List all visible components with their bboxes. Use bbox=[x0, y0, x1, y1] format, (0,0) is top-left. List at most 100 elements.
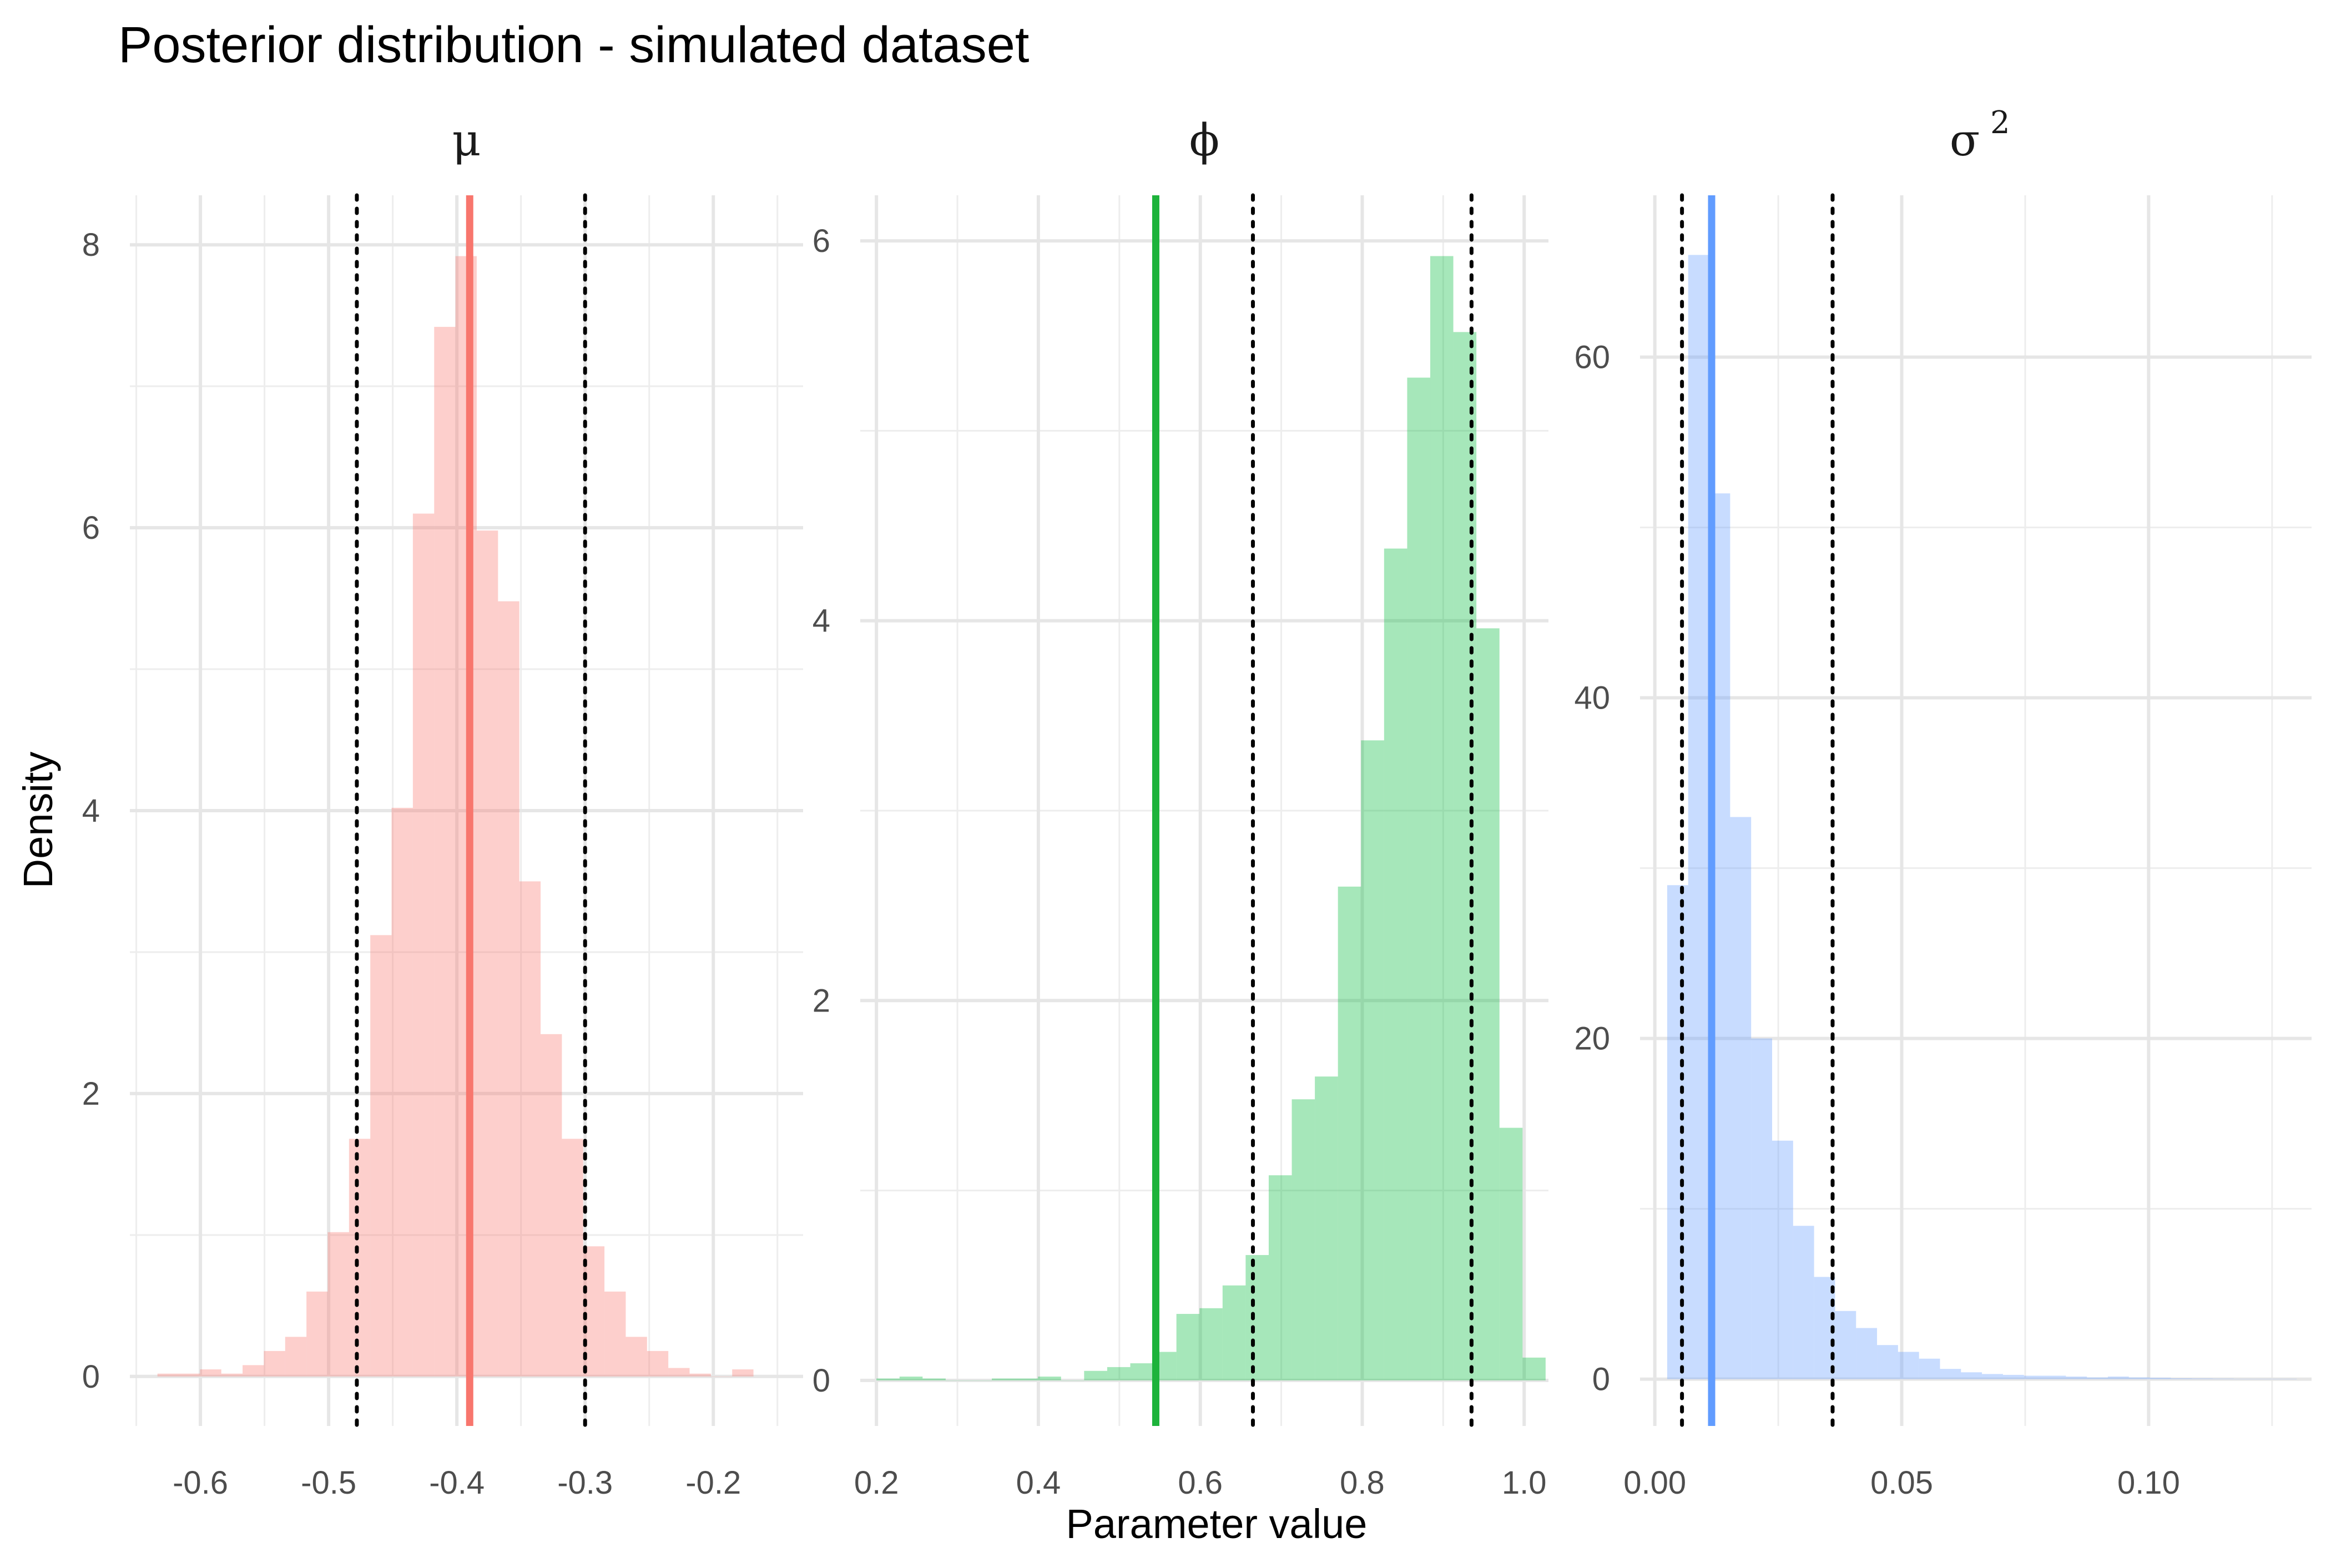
histogram-bar bbox=[391, 807, 413, 1377]
histogram-bar bbox=[945, 1380, 969, 1381]
histogram-bar bbox=[1245, 1255, 1269, 1380]
y-tick-label: 2 bbox=[813, 983, 830, 1019]
x-tick-label: -0.3 bbox=[557, 1465, 613, 1501]
histogram-bar bbox=[1291, 1099, 1315, 1380]
histogram-bar bbox=[370, 935, 392, 1377]
histogram-bar bbox=[264, 1350, 285, 1377]
histogram-bar bbox=[1015, 1378, 1038, 1380]
histogram-bar bbox=[732, 1369, 754, 1377]
histogram-bar bbox=[306, 1291, 328, 1377]
facet-strip-label: μ bbox=[452, 114, 481, 166]
facet-strip-label: σ bbox=[1950, 114, 1980, 166]
y-tick-label: 4 bbox=[813, 603, 830, 639]
histogram-bar bbox=[1061, 1380, 1084, 1381]
histogram-bar bbox=[1407, 377, 1431, 1380]
histogram-bar bbox=[2045, 1375, 2066, 1379]
histogram-bar bbox=[434, 327, 456, 1377]
histogram-bar bbox=[1730, 817, 1752, 1379]
histogram-bar bbox=[1384, 548, 1407, 1380]
histogram-bar bbox=[243, 1365, 264, 1377]
histogram-bar bbox=[2128, 1377, 2150, 1379]
histogram-bar bbox=[2150, 1378, 2171, 1379]
y-tick-label: 8 bbox=[82, 227, 100, 263]
facet-panel-3: 0.00 0.05 0.10 0 20 40 60 σ 2 bbox=[1574, 105, 2312, 1501]
histogram-bar bbox=[1268, 1175, 1292, 1380]
histogram-bar bbox=[1084, 1370, 1107, 1380]
histogram-bar bbox=[327, 1232, 349, 1377]
x-tick-label: -0.4 bbox=[429, 1465, 485, 1501]
histogram-bar bbox=[1499, 1127, 1523, 1380]
x-tick-label: 1.0 bbox=[1502, 1465, 1547, 1501]
histogram-bar bbox=[2087, 1377, 2108, 1379]
histogram-bar bbox=[498, 601, 519, 1377]
histogram-bar bbox=[992, 1378, 1015, 1380]
x-tick-label: 0.8 bbox=[1340, 1465, 1385, 1501]
histogram-bar bbox=[922, 1378, 946, 1380]
histogram-bar bbox=[1772, 1140, 1793, 1379]
histogram-bar bbox=[968, 1380, 992, 1381]
histogram-bar bbox=[476, 530, 498, 1377]
y-tick-label: 6 bbox=[82, 510, 100, 546]
x-tick-label: -0.2 bbox=[685, 1465, 741, 1501]
histogram-bar bbox=[2107, 1376, 2129, 1379]
histogram-bar bbox=[1361, 740, 1384, 1380]
histogram-bar bbox=[1982, 1374, 2003, 1379]
histogram-bar bbox=[200, 1369, 221, 1377]
histogram-bar bbox=[1751, 1038, 1772, 1379]
histogram-bar bbox=[604, 1291, 626, 1377]
histogram-bar bbox=[349, 1139, 371, 1377]
histogram-bar bbox=[285, 1337, 307, 1377]
histogram-bar bbox=[1877, 1345, 1898, 1379]
histogram-bar bbox=[1222, 1285, 1246, 1380]
x-tick-label: 0.00 bbox=[1623, 1465, 1686, 1501]
histogram-bar bbox=[157, 1373, 179, 1377]
facet-panel-2: 0.2 0.4 0.6 0.8 1.0 0 2 4 6 ϕ bbox=[813, 114, 1548, 1501]
histogram-bar bbox=[876, 1378, 900, 1380]
y-tick-label: 0 bbox=[1592, 1362, 1610, 1398]
histogram-bar bbox=[221, 1373, 243, 1377]
histogram-bar bbox=[1199, 1308, 1223, 1380]
histogram-bar bbox=[1667, 885, 1688, 1379]
histogram-bar bbox=[1338, 886, 1361, 1380]
histogram-bar bbox=[899, 1377, 923, 1380]
histogram-bar bbox=[2192, 1378, 2213, 1379]
x-tick-label: 0.6 bbox=[1178, 1465, 1223, 1501]
histogram-bar bbox=[1476, 628, 1500, 1380]
histogram-bar bbox=[179, 1373, 200, 1377]
y-tick-label: 4 bbox=[82, 793, 100, 829]
histogram-bar bbox=[647, 1350, 669, 1377]
y-tick-label: 60 bbox=[1574, 340, 1610, 376]
histogram-bar bbox=[412, 513, 435, 1377]
histogram-bar bbox=[1898, 1352, 1919, 1379]
x-axis-title: Parameter value bbox=[1066, 1501, 1368, 1547]
histogram-bar bbox=[1038, 1377, 1061, 1380]
x-tick-label: 0.2 bbox=[854, 1465, 899, 1501]
y-tick-label: 2 bbox=[82, 1076, 100, 1112]
y-tick-label: 6 bbox=[813, 223, 830, 259]
histogram-bar bbox=[2066, 1376, 2087, 1379]
histogram-bar bbox=[1130, 1363, 1154, 1380]
y-axis-title: Density bbox=[15, 752, 61, 889]
histogram-bar bbox=[2002, 1374, 2024, 1379]
histogram-bar bbox=[1430, 256, 1454, 1380]
histogram-bar bbox=[1315, 1076, 1338, 1380]
histogram-bar bbox=[1688, 255, 1709, 1379]
y-tick-label: 0 bbox=[82, 1359, 100, 1395]
x-tick-label: 0.10 bbox=[2117, 1465, 2180, 1501]
histogram-bar bbox=[625, 1337, 647, 1377]
histogram-bar bbox=[2171, 1378, 2192, 1379]
histogram-bar bbox=[689, 1373, 711, 1377]
histogram-bar bbox=[562, 1139, 583, 1377]
x-tick-label: 0.4 bbox=[1016, 1465, 1061, 1501]
x-tick-label: -0.5 bbox=[301, 1465, 356, 1501]
histogram-bar bbox=[1793, 1226, 1814, 1379]
facet-panels: -0.6 -0.5 -0.4 -0.3 -0.2 0 2 4 6 8 μ 0.2 0.4 0.6 0.8 1.… bbox=[82, 105, 2312, 1501]
x-tick-label: -0.6 bbox=[173, 1465, 228, 1501]
histogram-bar bbox=[1522, 1357, 1546, 1380]
histogram-bar bbox=[1919, 1358, 1940, 1379]
histogram-bar bbox=[1107, 1367, 1131, 1380]
histogram-bar bbox=[668, 1368, 690, 1377]
histogram-bar bbox=[541, 1034, 562, 1377]
y-tick-label: 0 bbox=[813, 1363, 830, 1399]
